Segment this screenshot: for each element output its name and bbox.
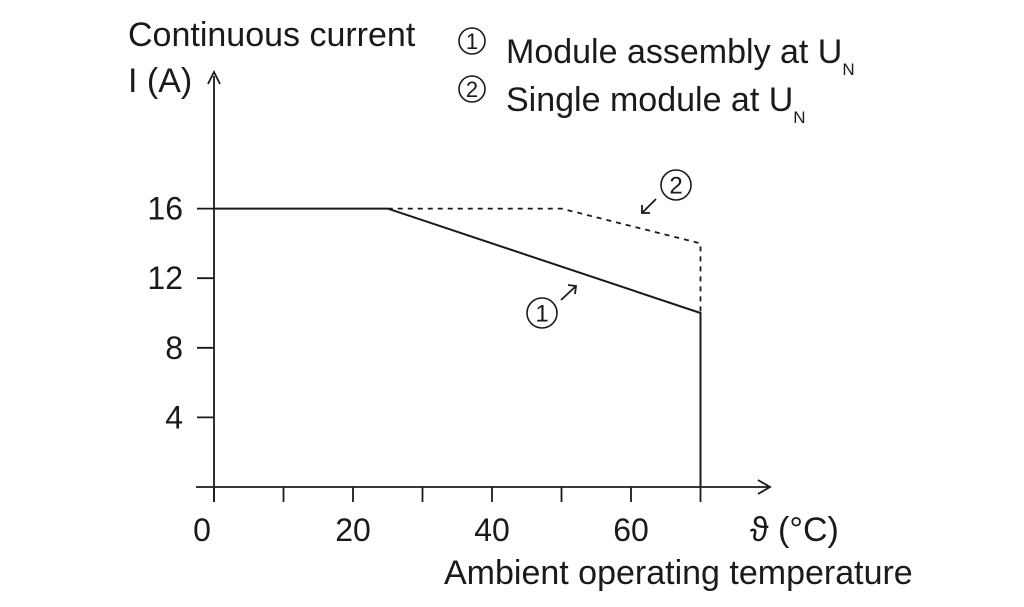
svg-text:1: 1 (466, 29, 478, 54)
x-tick-label: 0 (193, 512, 211, 548)
x-tick-label: 60 (613, 512, 649, 548)
legend-item: 2 Single module at UN (458, 75, 806, 127)
svg-text:2: 2 (669, 173, 682, 200)
legend-item: 1 Module assembly at UN (458, 27, 855, 79)
annotation-arrowhead-icon (567, 284, 578, 295)
y-axis-title-line1: Continuous current (128, 16, 416, 54)
annotation-marker-2: 2 (660, 169, 692, 201)
y-tick-label: 8 (165, 330, 183, 366)
series-line-1 (214, 207, 702, 487)
y-tick-label: 4 (165, 399, 183, 435)
legend-label-subscript: N (793, 108, 805, 127)
y-ticks: 4 8 12 16 (147, 191, 214, 435)
svg-text:1: 1 (535, 301, 548, 328)
x-axis-unit-label: ϑ (°C) (750, 511, 839, 549)
legend-label-subscript: N (842, 60, 854, 79)
annotation-arrow-icon (560, 285, 577, 301)
y-axis-title: Continuous current I (A) (128, 16, 416, 100)
legend-marker-1: 1 (458, 27, 486, 55)
y-tick-label: 16 (147, 191, 183, 227)
x-tick-label: 20 (335, 512, 371, 548)
y-tick-label: 12 (147, 260, 183, 296)
series-line-2 (387, 207, 702, 313)
curve-annotation-2: 2 (641, 169, 692, 214)
legend-marker-2: 2 (458, 75, 486, 103)
annotation-arrow-icon (641, 198, 657, 214)
annotation-marker-1: 1 (526, 297, 558, 329)
annotations: 12 (526, 169, 692, 329)
annotation-arrowhead-icon (641, 205, 650, 214)
legend-label: Module assembly at UN (506, 33, 855, 79)
curve-annotation-1: 1 (526, 284, 578, 329)
legend-label: Single module at UN (506, 81, 806, 127)
y-axis-title-line2: I (A) (128, 62, 192, 100)
series-group (214, 207, 702, 487)
x-axis-title: Ambient operating temperature (444, 554, 913, 592)
x-ticks: 0 20 40 60 (193, 487, 702, 548)
svg-text:2: 2 (466, 77, 478, 102)
legend: 1 Module assembly at UN 2 Single module at … (458, 27, 855, 127)
x-axis-arrow-icon (757, 479, 772, 495)
y-axis-arrow-icon (207, 69, 221, 85)
x-tick-label: 40 (474, 512, 510, 548)
